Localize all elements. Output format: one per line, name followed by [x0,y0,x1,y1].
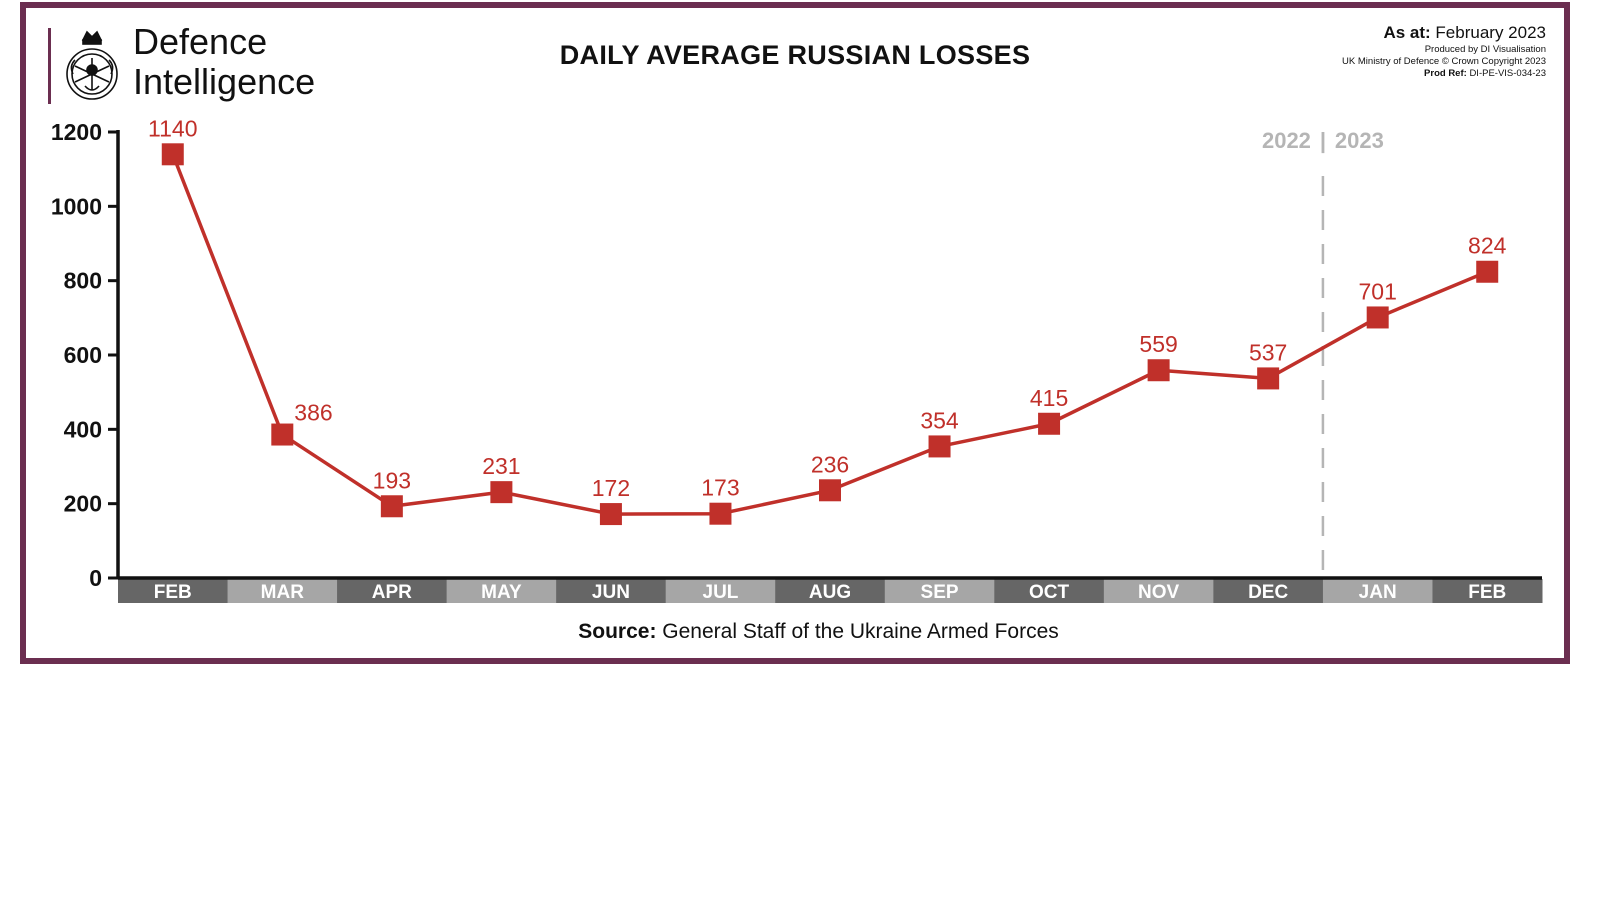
prod-ref: Prod Ref: DI-PE-VIS-034-23 [1342,68,1546,80]
source-label: Source: [578,620,657,643]
data-label: 173 [701,475,739,501]
brand-name: Defence Intelligence [133,22,315,102]
data-label: 386 [294,400,332,426]
month-band-3 [446,579,557,603]
month-band-10 [1213,579,1324,603]
data-point [380,495,403,518]
data-label: 824 [1468,233,1507,259]
data-label: 236 [811,451,849,477]
x-tick-label: DEC [1248,582,1288,603]
data-label: 537 [1249,339,1287,365]
logo-divider [48,28,51,104]
data-point [1366,306,1389,329]
x-tick-label: AUG [809,582,851,603]
prod-ref-value: DI-PE-VIS-034-23 [1469,68,1546,79]
x-tick-label: JAN [1359,582,1397,603]
month-band-5 [665,579,776,603]
month-band-4 [556,579,667,603]
y-tick-label: 600 [64,342,102,368]
data-point [1257,367,1280,390]
data-label: 231 [482,453,520,479]
data-point [161,143,184,166]
copyright: UK Ministry of Defence © Crown Copyright… [1342,56,1546,67]
month-band-9 [1103,579,1214,603]
month-band-11 [1322,579,1433,603]
x-tick-label: OCT [1029,582,1070,603]
month-band-7 [884,579,995,603]
x-tick-label: JUN [592,582,630,603]
month-band-2 [337,579,448,603]
data-point [599,503,622,526]
brand-line-2: Intelligence [133,61,316,102]
y-tick-label: 400 [64,416,102,442]
x-tick-label: SEP [921,582,959,603]
month-band-0 [118,579,229,603]
data-label: 354 [920,407,959,433]
data-point [709,502,732,525]
as-at-line: As at: February 2023 [1342,22,1546,44]
data-point [1147,359,1170,382]
y-tick-label: 1000 [51,193,102,219]
data-point [490,481,513,504]
data-point [1038,412,1061,435]
x-tick-label: JUL [703,582,739,603]
source-value: General Staff of the Ukraine Armed Force… [662,620,1059,643]
y-tick-label: 1200 [51,119,102,145]
year-label-right: 2023 [1335,128,1384,153]
y-tick-label: 200 [64,491,102,517]
month-band-12 [1432,579,1543,603]
brand-line-1: Defence [133,21,268,62]
x-tick-label: APR [372,582,412,603]
month-band-8 [994,579,1105,603]
x-tick-label: MAY [481,582,522,603]
y-tick-label: 0 [89,565,102,591]
data-point [1476,260,1499,283]
month-band-6 [775,579,886,603]
data-label: 1140 [148,115,197,141]
data-label: 701 [1359,278,1397,304]
as-at-value: February 2023 [1435,23,1546,42]
y-tick-label: 800 [64,268,102,294]
x-tick-label: FEB [1468,582,1506,603]
x-tick-label: FEB [154,582,192,603]
source-note: Source: General Staff of the Ukraine Arm… [26,620,1600,644]
data-label: 415 [1030,385,1068,411]
as-at-label: As at: [1383,23,1431,42]
prod-ref-label: Prod Ref: [1424,68,1467,79]
defence-crest-icon [66,30,118,100]
data-point [819,479,841,502]
chart-title: DAILY AVERAGE RUSSIAN LOSSES [559,40,1031,70]
data-label: 559 [1139,331,1177,357]
meta-info: As at: February 2023 Produced by DI Visu… [1342,22,1546,80]
data-label: 193 [373,467,411,493]
data-point [271,423,294,446]
data-label: 172 [592,475,630,501]
x-tick-label: NOV [1138,582,1180,603]
produced-by: Produced by DI Visualisation [1424,44,1546,55]
month-band-1 [227,579,338,603]
year-label-left: 2022 [1262,128,1311,153]
x-tick-label: MAR [261,582,305,603]
infographic-frame: Defence Intelligence DAILY AVERAGE RUSSI… [20,2,1570,664]
data-point [928,435,951,458]
line-chart: FEB MAR APR MAY JUN JUL AUG SEP OCT NOV DEC JAN FEB 0… [51,115,1543,603]
year-separator: | [1320,128,1326,153]
